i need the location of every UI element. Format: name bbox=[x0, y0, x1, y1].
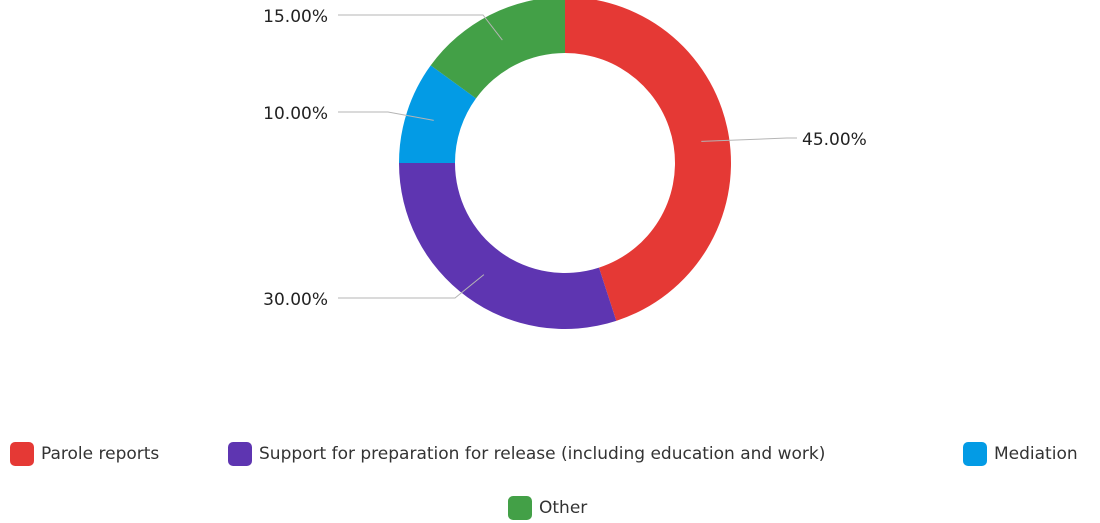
leader-lines-group bbox=[338, 14, 797, 299]
data-label-parole-reports: 45.00% bbox=[802, 130, 867, 150]
legend-label-mediation: Mediation bbox=[994, 444, 1078, 464]
legend-item-other[interactable]: Other bbox=[508, 496, 587, 520]
legend-swatch-mediation bbox=[963, 442, 987, 466]
legend-swatch-parole-reports bbox=[10, 442, 34, 466]
legend-label-other: Other bbox=[539, 498, 588, 518]
leader-line-other bbox=[338, 14, 503, 41]
legend-item-parole-reports[interactable]: Parole reports bbox=[10, 442, 159, 466]
legend-label-support-for-release: Support for preparation for release (inc… bbox=[259, 444, 826, 464]
slice-parole-reports[interactable] bbox=[565, 0, 731, 321]
slice-support-for-release[interactable] bbox=[399, 163, 617, 330]
legend-item-mediation[interactable]: Mediation bbox=[963, 442, 1078, 466]
leader-line-support-for-release bbox=[338, 274, 485, 299]
leader-line-parole-reports bbox=[701, 137, 797, 142]
data-labels-group: 45.00% 30.00% 10.00% 15.00% bbox=[263, 7, 867, 310]
slices-group bbox=[399, 0, 731, 330]
legend-swatch-other bbox=[508, 496, 532, 520]
data-label-mediation: 10.00% bbox=[263, 104, 328, 124]
legend-label-parole-reports: Parole reports bbox=[41, 444, 160, 464]
leader-line-mediation bbox=[338, 111, 434, 121]
slice-mediation[interactable] bbox=[399, 65, 477, 163]
slice-other[interactable] bbox=[430, 0, 565, 99]
legend-item-support-for-release[interactable]: Support for preparation for release (inc… bbox=[228, 442, 825, 466]
legend-swatch-support-for-release bbox=[228, 442, 252, 466]
data-label-other: 15.00% bbox=[263, 7, 328, 27]
data-label-support-for-release: 30.00% bbox=[263, 290, 328, 310]
